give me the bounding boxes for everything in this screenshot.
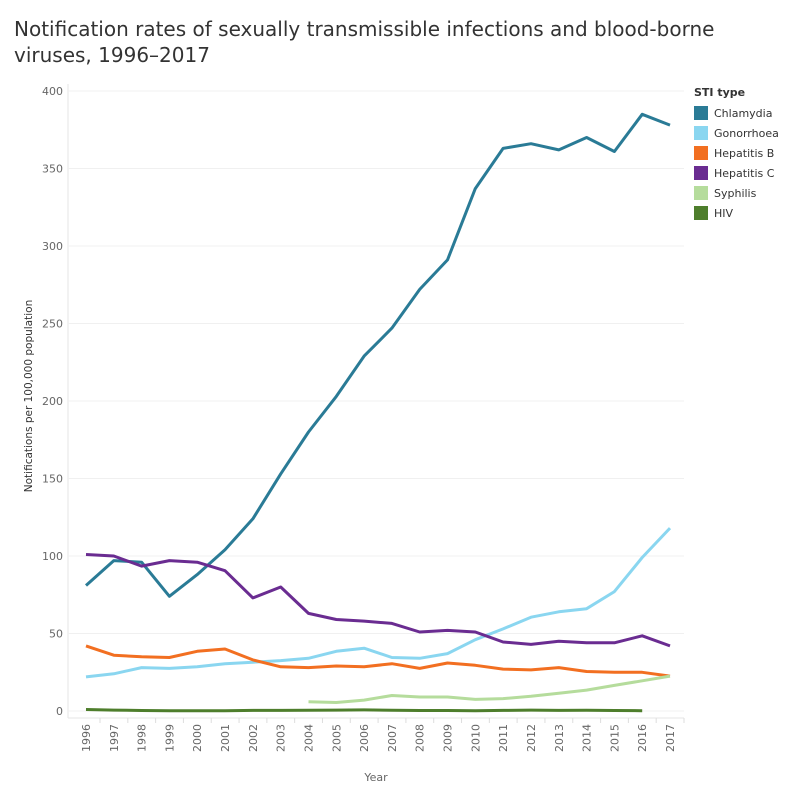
legend-item[interactable]: Chlamydia [694,103,779,123]
legend-swatch [694,106,708,120]
legend-label: Chlamydia [714,106,773,120]
x-axis-label: Year [363,771,388,784]
legend: STI type Chlamydia Gonorrhoea Hepatitis B H… [694,86,779,223]
x-tick-label: 2002 [247,724,260,752]
x-tick-label: 2004 [302,724,315,752]
series-line-hiv [85,708,643,713]
legend-item[interactable]: HIV [694,203,779,223]
series-line-hepatitis-b [85,644,671,678]
x-tick-label: 1999 [163,724,176,752]
x-tick-label: 2001 [219,724,232,752]
x-tick-label: 1997 [108,724,121,752]
legend-swatch [694,146,708,160]
x-tick-label: 2016 [636,724,649,752]
y-tick-label: 200 [42,395,63,408]
x-tick-label: 2006 [358,724,371,752]
chart-title: Notification rates of sexually transmiss… [14,17,715,67]
x-tick-label: 2007 [386,724,399,752]
legend-swatch [694,166,708,180]
x-tick-label: 2015 [608,724,621,752]
x-tick-label: 2000 [191,724,204,752]
legend-swatch [694,126,708,140]
y-tick-label: 300 [42,240,63,253]
legend-item[interactable]: Syphilis [694,183,779,203]
x-tick-label: 1998 [136,724,149,752]
y-tick-label: 0 [56,705,63,718]
legend-label: Gonorrhoea [714,126,779,140]
x-tick-label: 2012 [525,724,538,752]
legend-item[interactable]: Gonorrhoea [694,123,779,143]
series-line-hepatitis-c [85,553,671,648]
legend-swatch [694,206,708,220]
x-tick-label: 2010 [469,724,482,752]
x-tick-label: 1996 [80,724,93,752]
legend-item[interactable]: Hepatitis B [694,143,779,163]
y-tick-label: 100 [42,550,63,563]
series-line-gonorrhoea [85,527,672,679]
y-tick-label: 50 [49,628,63,641]
y-axis-label: Notifications per 100,000 population [23,300,35,492]
legend-label: HIV [714,206,734,220]
x-tick-label: 2009 [442,724,455,752]
series-line-chlamydia [84,112,671,598]
x-tick-label: 2017 [664,724,677,752]
legend-title: STI type [694,86,746,99]
x-tick-label: 2013 [553,724,566,752]
y-tick-label: 400 [42,85,63,98]
x-tick-label: 2011 [497,724,510,752]
x-tick-label: 2014 [581,724,594,752]
series-line-syphilis [308,674,671,704]
legend-swatch [694,186,708,200]
x-tick-label: 2003 [275,724,288,752]
legend-label: Hepatitis B [714,146,775,160]
legend-label: Hepatitis C [714,166,775,180]
y-tick-label: 150 [42,473,63,486]
y-tick-label: 350 [42,163,63,176]
legend-label: Syphilis [714,186,757,200]
x-tick-label: 2008 [414,724,427,752]
y-tick-label: 250 [42,318,63,331]
x-tick-label: 2005 [330,724,343,752]
legend-item[interactable]: Hepatitis C [694,163,779,183]
